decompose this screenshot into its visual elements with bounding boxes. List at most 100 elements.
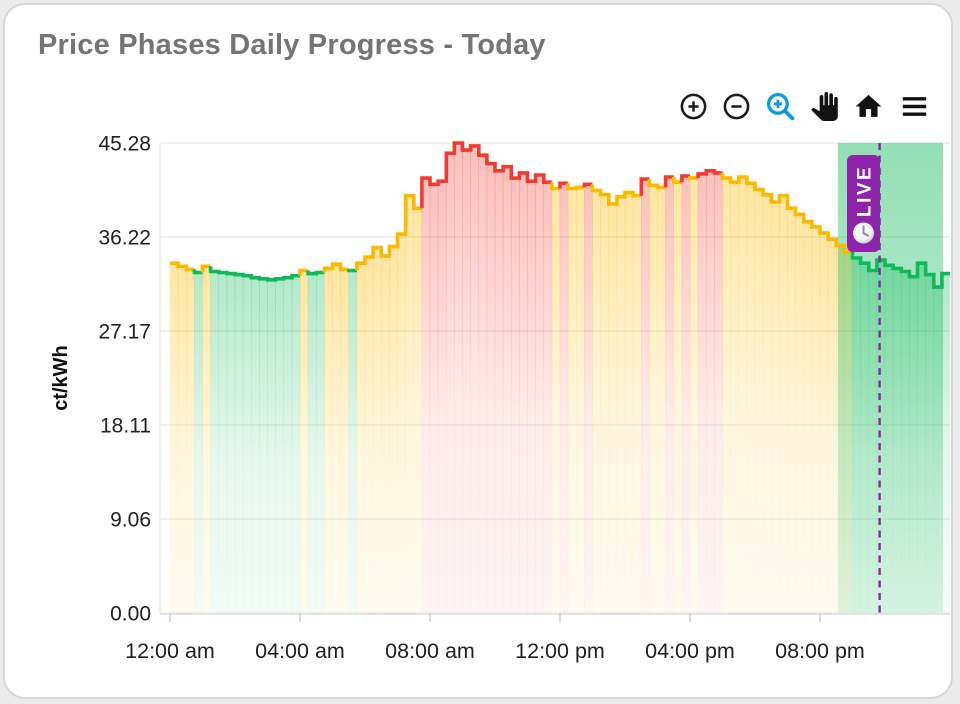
phase-fill-column [226, 273, 236, 613]
phase-fill-column [177, 266, 187, 613]
phase-fill-column [641, 179, 650, 613]
phase-fill-column [429, 184, 439, 614]
phase-fill-column [649, 185, 658, 614]
y-tick-label: 45.28 [98, 133, 151, 156]
phase-fill-column [559, 183, 569, 614]
phase-fill-column [494, 170, 504, 614]
price-chart[interactable]: ct/kWh 0.00 9.06 18.11 27.17 36.22 45.28 12:00… [5, 5, 953, 699]
phase-fill-column [535, 175, 544, 613]
home-button[interactable] [853, 91, 884, 122]
phase-fill-column [251, 277, 260, 613]
phase-fill-column [405, 195, 414, 613]
phase-fill-column [689, 178, 699, 613]
price-line-segment [720, 172, 853, 254]
phase-fill-column [551, 188, 561, 613]
phase-fill-column [632, 195, 642, 613]
price-line-segment [647, 179, 666, 190]
phase-fill-column [527, 181, 536, 613]
phase-fill-column [811, 226, 821, 613]
y-tick-label: 0.00 [110, 603, 151, 626]
x-tick-label: 08:00 pm [775, 639, 865, 663]
pan-button[interactable] [810, 91, 839, 121]
y-tick-label: 18.11 [100, 415, 151, 438]
phase-fill-column [194, 272, 203, 613]
phase-fill-column [657, 187, 666, 613]
price-line-segment [558, 181, 569, 189]
x-tick-label: 12:00 pm [515, 639, 605, 663]
x-tick-label: 08:00 am [385, 639, 475, 663]
x-tick-label: 12:00 am [125, 639, 215, 663]
phase-fill-column [186, 269, 195, 613]
price-line-segment [550, 182, 560, 191]
phase-fill-column [210, 271, 219, 613]
phase-fill-column [454, 143, 463, 613]
price-line-segment [306, 270, 325, 276]
home-icon [855, 94, 882, 117]
zoom-in-button[interactable] [679, 92, 708, 121]
phase-fill-column [437, 181, 447, 613]
phase-fill-column [941, 273, 951, 613]
phase-fill-column [332, 264, 341, 613]
clock-hands [862, 225, 870, 237]
price-line-segment [298, 268, 309, 276]
y-tick-label: 9.06 [110, 509, 151, 532]
phase-fill-column [576, 187, 585, 613]
price-line-segment [200, 264, 211, 273]
price-line-segment [322, 262, 349, 273]
phase-fill-column [543, 182, 553, 613]
phase-fill-column [779, 195, 788, 613]
live-label: LIVE [855, 165, 876, 217]
phase-area-fills [169, 143, 951, 614]
phase-fill-column [697, 173, 707, 613]
phase-fill-column [706, 170, 715, 614]
phase-fill-column [283, 277, 293, 613]
price-line-segment [590, 184, 642, 206]
price-step-line [170, 141, 950, 289]
phase-fill-column [242, 275, 252, 613]
phase-fill-column [787, 208, 796, 613]
menu-icon [902, 96, 927, 116]
phase-fill-column [738, 177, 748, 613]
zoom-in-icon [680, 93, 707, 119]
live-badge: LIVE [847, 155, 880, 252]
phase-fill-column [616, 196, 626, 614]
phase-fill-column [267, 279, 276, 613]
phase-fill-column [299, 270, 309, 613]
phase-fill-column [511, 178, 520, 613]
price-line-segment [663, 175, 674, 188]
phase-fill-column [714, 172, 723, 613]
phase-fill-column [795, 214, 804, 613]
price-line-segment [582, 182, 593, 188]
phase-fill-column [340, 269, 349, 613]
x-tick-label: 04:00 am [255, 639, 345, 663]
phase-fill-column [275, 278, 284, 613]
price-line-segment [347, 268, 357, 273]
phase-fill-column [372, 247, 382, 613]
phase-fill-column [291, 275, 301, 613]
phase-fill-column [624, 192, 634, 613]
phase-fill-column [486, 163, 496, 613]
price-line-segment [639, 177, 650, 196]
selection-zoom-button[interactable] [765, 91, 796, 122]
menu-button[interactable] [898, 90, 931, 123]
price-line-segment [672, 177, 682, 184]
price-line-segment [208, 266, 300, 282]
phase-fill-column [381, 255, 390, 613]
price-line-segment [696, 169, 723, 179]
phase-fill-column [754, 189, 764, 613]
phase-fill-column [673, 182, 683, 613]
phase-fill-column [502, 166, 512, 613]
phase-fill-column [478, 155, 488, 613]
phase-fill-column [364, 257, 374, 613]
phase-fill-column [722, 178, 731, 613]
phase-fill-column [470, 145, 479, 613]
price-line-segment [566, 183, 585, 191]
phase-fill-column [202, 266, 211, 613]
phase-fill-column [397, 234, 406, 613]
zoom-out-button[interactable] [722, 92, 751, 121]
phase-fill-column [600, 194, 609, 613]
phase-fill-column [665, 177, 674, 613]
phase-fill-column [218, 272, 228, 613]
y-tick-label: 36.22 [98, 227, 151, 250]
phase-fill-column [462, 150, 471, 613]
